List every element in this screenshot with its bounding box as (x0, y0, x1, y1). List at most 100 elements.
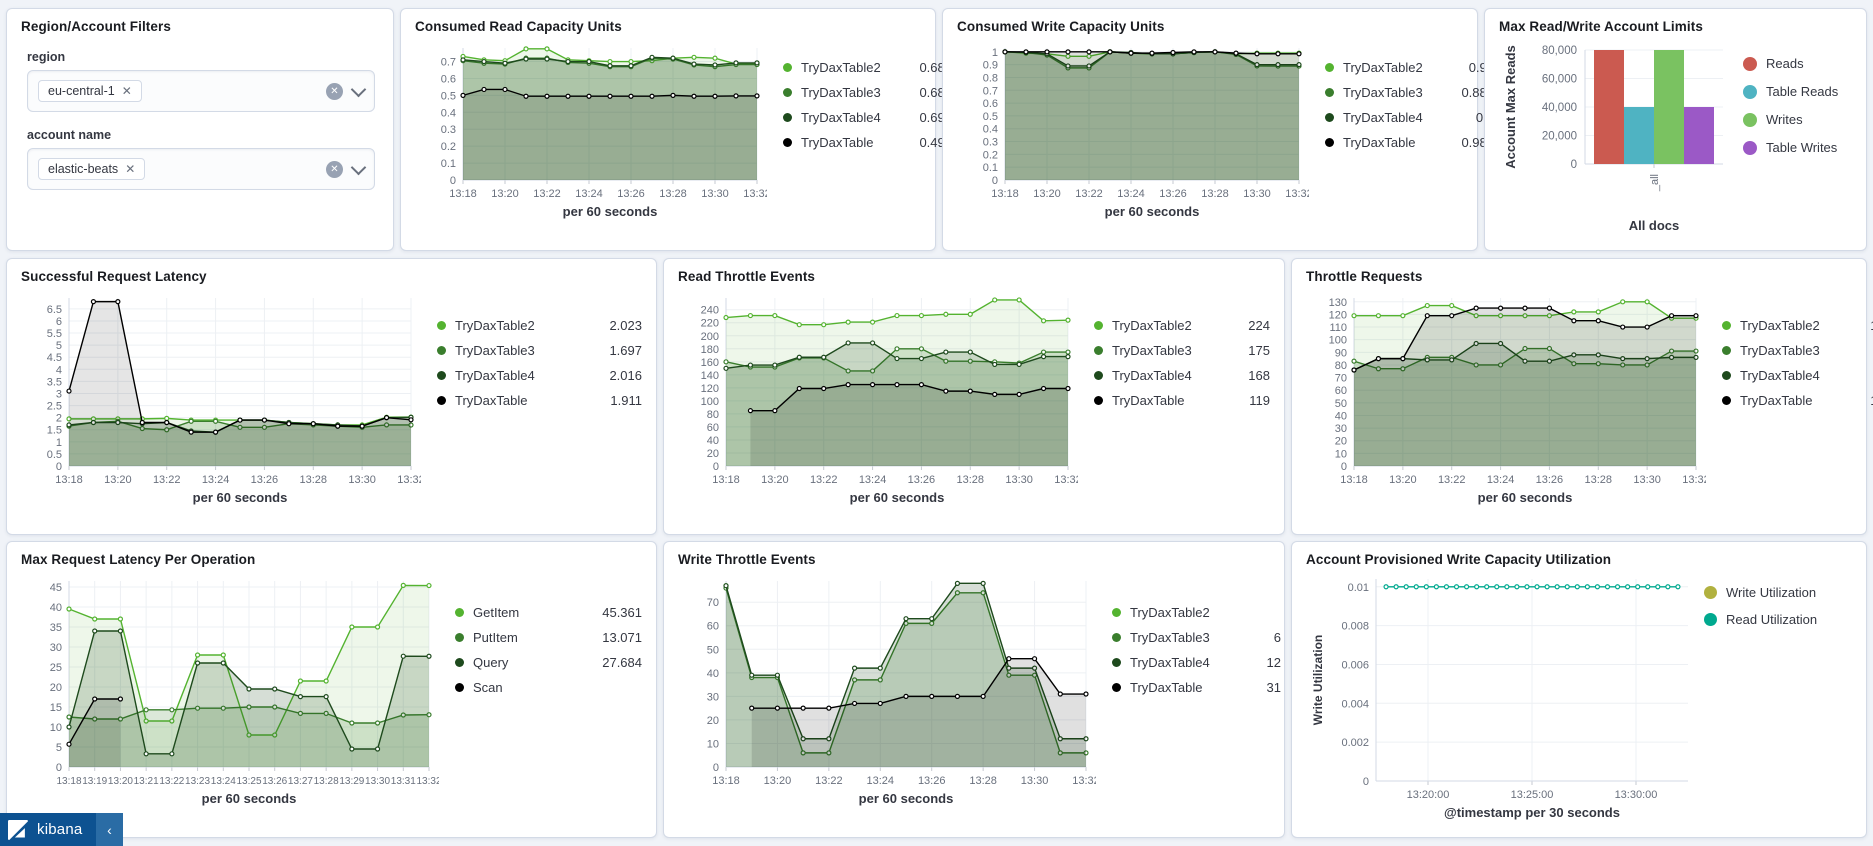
legend-item[interactable]: TryDaxTable4 0.692 (783, 110, 952, 125)
legend-item[interactable]: Scan (455, 680, 642, 695)
legend-item[interactable]: TryDaxTable3 91 (1722, 343, 1873, 358)
legend-item[interactable]: Read Utilization (1704, 612, 1852, 627)
timeseries-chart[interactable]: 0 0.5 1 1.5 2 2.5 3 3.5 4 4.5 5 5.5 6 6.5 13:18 13:20 13… (21, 286, 421, 510)
chart-legend[interactable]: TryDaxTable2 TryDaxTable3 6 TryDaxTable4 12 T… (1096, 605, 1281, 705)
svg-text:0.7: 0.7 (441, 57, 456, 69)
legend-item[interactable]: TryDaxTable3 175 (1094, 343, 1270, 358)
svg-text:200: 200 (701, 331, 719, 343)
svg-text:0.002: 0.002 (1341, 737, 1369, 749)
timeseries-chart[interactable]: 0 10 20 30 40 50 60 70 13:18 13:20 13:22 13:24 13:26… (678, 569, 1096, 811)
legend-item[interactable]: TryDaxTable 119 (1094, 393, 1270, 408)
bar-chart[interactable]: 0 20,000 40,000 60,000 80,000 _all All docs Acc… (1499, 34, 1735, 240)
legend-item[interactable]: Table Reads (1743, 84, 1862, 99)
svg-text:20: 20 (1335, 436, 1347, 448)
legend-item[interactable]: TryDaxTable 0.497 (783, 135, 952, 150)
svg-text:0.006: 0.006 (1341, 659, 1369, 671)
svg-text:0.2: 0.2 (983, 149, 998, 161)
panel-max-request-latency-per-operation: Max Request Latency Per Operation 0 5 10 15… (6, 541, 657, 838)
legend-series-dot (1704, 613, 1717, 626)
kibana-logo-area[interactable]: kibana (0, 813, 96, 846)
chip-close-icon[interactable]: ✕ (125, 162, 136, 176)
legend-item[interactable]: TryDaxTable4 2.016 (437, 368, 642, 383)
legend-item[interactable]: TryDaxTable3 0.682 (783, 85, 952, 100)
svg-text:20,000: 20,000 (1542, 131, 1577, 143)
legend-item[interactable]: TryDaxTable3 0.889 (1325, 85, 1494, 100)
svg-text:0: 0 (1341, 461, 1347, 473)
legend-item[interactable]: Reads (1743, 56, 1862, 71)
chart-legend[interactable]: TryDaxTable2117 TryDaxTable391 TryDaxTable… (1706, 318, 1873, 418)
region-chip[interactable]: eu-central-1 ✕ (38, 80, 142, 102)
legend-item[interactable]: TryDaxTable 119 (1722, 393, 1873, 408)
chart-legend[interactable]: TryDaxTable2 2.023 TryDaxTable3 1.697 TryDax… (421, 318, 642, 418)
chip-close-icon[interactable]: ✕ (121, 84, 132, 98)
svg-text:13:32: 13:32 (416, 776, 439, 787)
legend-item[interactable]: TryDaxTable2 0.685 (783, 60, 952, 75)
chart-legend[interactable]: TryDaxTable2 224 TryDaxTable3 175 TryDaxTabl… (1078, 318, 1270, 418)
legend-item[interactable]: TryDaxTable 31 (1112, 680, 1281, 695)
region-chip-label: eu-central-1 (48, 84, 115, 98)
legend-item[interactable]: TryDaxTable4 86 (1722, 368, 1873, 383)
legend-item[interactable]: GetItem 45.361 (455, 605, 642, 620)
legend-item[interactable]: TryDaxTable2 224 (1094, 318, 1270, 333)
legend-series-label: TryDaxTable2 (1343, 60, 1423, 75)
chart-legend[interactable]: TryDaxTable2 0.99 TryDaxTable3 0.889 TryDaxT… (1309, 60, 1494, 160)
account-combobox[interactable]: elastic-beats ✕ ✕ (27, 148, 375, 190)
legend-series-dot (1722, 321, 1731, 330)
legend-series-value: 119 (1249, 393, 1270, 408)
panel-title: Consumed Read Capacity Units (415, 19, 622, 34)
clear-selection-icon[interactable]: ✕ (326, 82, 343, 100)
timeseries-chart[interactable]: 0 10 20 30 40 50 60 70 80 90 100 110 120 130 13:18 13:2… (1306, 286, 1706, 510)
timeseries-chart[interactable]: 0 0.1 0.2 0.3 0.4 0.5 0.6 0.7 13:18 13:20 13:22 13:… (415, 36, 767, 224)
panel-title: Account Provisioned Write Capacity Utili… (1306, 552, 1612, 567)
region-combobox[interactable]: eu-central-1 ✕ ✕ (27, 70, 375, 112)
legend-item[interactable]: TryDaxTable4 168 (1094, 368, 1270, 383)
panel-title: Write Throttle Events (678, 552, 816, 567)
legend-item[interactable]: TryDaxTable3 1.697 (437, 343, 642, 358)
svg-text:6.5: 6.5 (47, 304, 62, 316)
chart-legend[interactable]: GetItem 45.361 PutItem 13.071 Query 27.684 Sca… (439, 605, 642, 705)
legend-series-value: 175 (1248, 343, 1270, 358)
panel-throttle-requests: Throttle Requests 0 10 20 30 40 50 60 70 80 90 100… (1291, 258, 1873, 535)
account-chip[interactable]: elastic-beats ✕ (38, 158, 146, 180)
chevron-down-icon[interactable] (350, 159, 367, 175)
svg-text:60,000: 60,000 (1542, 74, 1577, 86)
svg-text:0.7: 0.7 (983, 85, 998, 97)
legend-item[interactable]: TryDaxTable 1.911 (437, 393, 642, 408)
svg-text:0.3: 0.3 (983, 137, 998, 149)
legend-item[interactable]: TryDaxTable2 0.99 (1325, 60, 1494, 75)
svg-text:13:28: 13:28 (300, 474, 328, 486)
legend-series-dot (455, 683, 464, 692)
svg-text:13:26: 13:26 (1536, 474, 1564, 486)
legend-item[interactable]: TryDaxTable2 2.023 (437, 318, 642, 333)
timeseries-chart[interactable]: 0 5 10 15 20 25 30 35 40 45 13:18 13:19 13:20 13:21 13… (21, 569, 439, 811)
legend-item[interactable]: TryDaxTable3 6 (1112, 630, 1281, 645)
collapse-nav-button[interactable]: ‹ (96, 813, 123, 846)
chart-legend[interactable]: Reads Table Reads Writes Table Writes (1735, 56, 1862, 168)
legend-series-dot (783, 63, 792, 72)
legend-series-label: TryDaxTable4 (801, 110, 881, 125)
clear-selection-icon[interactable]: ✕ (326, 160, 343, 178)
legend-item[interactable]: Query 27.684 (455, 655, 642, 670)
timeseries-chart[interactable]: 0 20 40 60 80 100 120 140 160 180 200 220 240 13:18 13… (678, 286, 1078, 510)
legend-item[interactable]: TryDaxTable2 (1112, 605, 1281, 620)
svg-text:100: 100 (1329, 335, 1347, 347)
legend-item[interactable]: Write Utilization (1704, 585, 1852, 600)
legend-item[interactable]: Table Writes (1743, 140, 1862, 155)
legend-item[interactable]: Writes (1743, 112, 1862, 127)
legend-item[interactable]: TryDaxTable 0.985 (1325, 135, 1494, 150)
chart-legend[interactable]: TryDaxTable2 0.685 TryDaxTable3 0.682 TryDax… (767, 60, 952, 160)
legend-item[interactable]: TryDaxTable2 117 (1722, 318, 1873, 333)
legend-series-value: 45.361 (602, 605, 642, 620)
chart-legend[interactable]: Write Utilization Read Utilization (1698, 585, 1852, 639)
svg-text:0: 0 (713, 762, 719, 774)
legend-item[interactable]: PutItem 13.071 (455, 630, 642, 645)
timeseries-chart[interactable]: 0 0.1 0.2 0.3 0.4 0.5 0.6 0.7 0.8 0.9 1 13:18 13:20 1… (957, 36, 1309, 224)
chevron-down-icon[interactable] (350, 81, 367, 97)
timeseries-chart[interactable]: 0 0.002 0.004 0.006 0.008 0.01 13:20:00 13:25:0… (1306, 567, 1698, 825)
legend-series-label: Writes (1766, 112, 1803, 127)
svg-text:0.6: 0.6 (983, 98, 998, 110)
legend-item[interactable]: TryDaxTable4 12 (1112, 655, 1281, 670)
legend-series-label: TryDaxTable3 (455, 343, 535, 358)
svg-text:13:32: 13:32 (1054, 474, 1078, 486)
